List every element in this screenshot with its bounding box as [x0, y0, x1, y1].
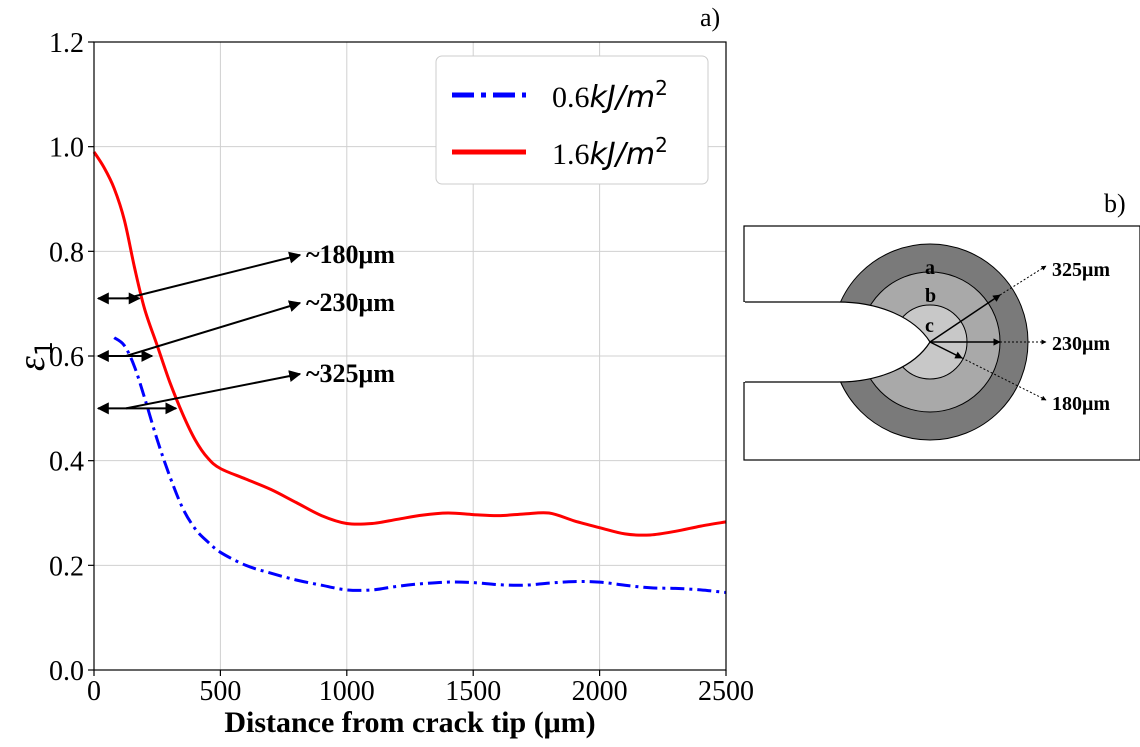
x-tick-label: 2500: [698, 676, 754, 707]
y-tick-label: 1.0: [49, 133, 84, 164]
tick-labels: 0 500 1000 1500 2000 2500 0.0 0.2 0.4 0.6 0.8 1.0 1.…: [49, 28, 754, 707]
radius-label-325: 325μm: [1052, 259, 1110, 281]
x-axis-label: Distance from crack tip (μm): [224, 706, 595, 739]
y-tick-label: 0.6: [49, 342, 84, 373]
series-line-1: [113, 336, 727, 594]
strain-chart: 0 500 1000 1500 2000 2500 0.0 0.2 0.4 0.6 0.8 1.0 1.…: [11, 3, 754, 739]
annotation-label-3: ~325μm: [306, 359, 395, 388]
legend-label-series-1: 0.6kJ/m2: [552, 76, 668, 115]
radius-arrow-325: [929, 294, 1001, 343]
annotation-leader-3: [125, 370, 302, 410]
panel-label-b: b): [1104, 189, 1126, 218]
y-axis-label: ε1: [11, 341, 58, 371]
x-tick-label: 0: [87, 676, 101, 707]
crack-tip-schematic: b) a b c 325μm 230μm 180μm: [741, 189, 1140, 461]
y-tick-label: 1.2: [49, 28, 84, 59]
zone-label-c: c: [925, 315, 934, 337]
radius-label-230: 230μm: [1052, 333, 1110, 355]
x-tick-label: 500: [199, 676, 241, 707]
annotations: ~180μm ~230μm ~325μm: [96, 240, 395, 415]
series-lines: [92, 151, 727, 594]
series-line-2: [92, 151, 727, 537]
svg-text:ε1: ε1: [11, 341, 58, 371]
legend-label-series-2: 1.6kJ/m2: [552, 133, 668, 172]
radius-label-180: 180μm: [1052, 393, 1110, 415]
annotation-label-2: ~230μm: [306, 288, 395, 317]
annotation-leader-2: [125, 300, 302, 357]
crack-notch: [742, 302, 930, 382]
radius-arrow-180: [929, 341, 963, 359]
x-tick-label: 2000: [572, 676, 628, 707]
y-tick-label: 0.0: [49, 656, 84, 687]
y-tick-label: 0.2: [49, 551, 84, 582]
y-tick-label: 0.4: [49, 447, 84, 478]
zone-label-b: b: [925, 285, 936, 307]
radius-leader-325: [999, 265, 1047, 296]
annotation-leader-1: [125, 251, 302, 300]
legend: 0.6kJ/m2 1.6kJ/m2: [435, 55, 709, 185]
y-tick-label: 0.8: [49, 237, 84, 268]
annotation-label-1: ~180μm: [306, 240, 395, 269]
x-tick-label: 1500: [445, 676, 501, 707]
x-tick-label: 1000: [319, 676, 375, 707]
zone-label-a: a: [925, 257, 935, 279]
panel-label-a: a): [700, 3, 720, 32]
